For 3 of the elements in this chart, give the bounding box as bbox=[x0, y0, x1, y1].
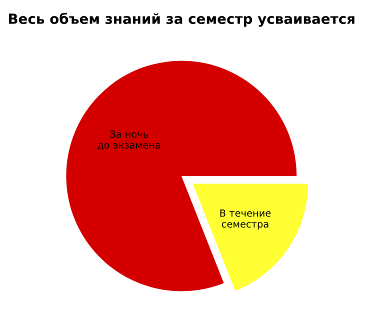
chart-title: Весь объем знаний за семестр усваивается bbox=[8, 12, 354, 27]
slice-label: В течение семестра bbox=[220, 210, 271, 230]
slice-label: За ночь до экзамена bbox=[98, 130, 160, 150]
